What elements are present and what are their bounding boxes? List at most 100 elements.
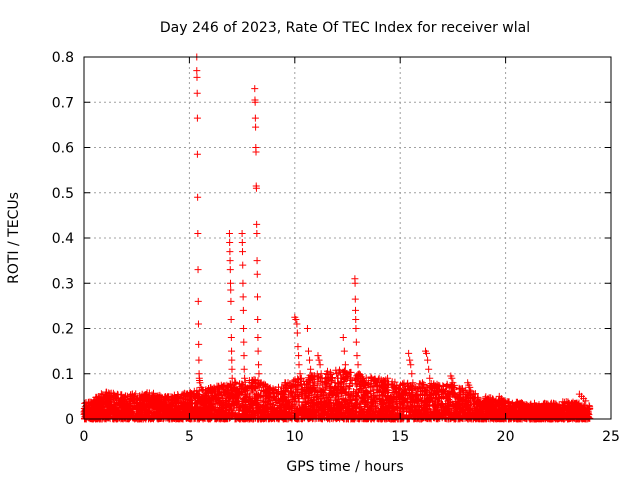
data-point — [466, 383, 474, 391]
data-point — [294, 343, 302, 351]
data-point — [317, 370, 325, 378]
data-point — [295, 361, 303, 369]
data-point — [342, 370, 350, 378]
data-point — [351, 279, 359, 287]
y-tick-label: 0.7 — [52, 95, 74, 111]
data-point — [450, 383, 458, 391]
x-axis-label: GPS time / hours — [286, 459, 403, 475]
data-point — [240, 325, 248, 332]
data-point — [314, 352, 322, 360]
data-point — [251, 114, 259, 122]
data-point — [352, 325, 360, 332]
x-tick-label: 15 — [391, 429, 409, 445]
data-point — [423, 349, 431, 357]
data-point — [339, 334, 347, 342]
data-point — [252, 184, 260, 192]
data-point — [297, 374, 305, 382]
data-point — [252, 148, 260, 156]
data-point — [341, 361, 349, 369]
data-point — [251, 85, 259, 93]
data-point — [255, 361, 263, 369]
data-point — [193, 89, 201, 97]
data-point — [426, 374, 434, 382]
data-point — [254, 315, 262, 323]
data-point — [407, 361, 415, 369]
data-point — [303, 325, 311, 332]
data-point — [198, 386, 206, 394]
data-point — [384, 374, 392, 382]
data-point — [226, 248, 234, 256]
x-tick-label: 0 — [80, 429, 89, 445]
data-point — [315, 356, 323, 364]
data-point — [449, 379, 457, 387]
data-point — [254, 347, 262, 355]
data-point — [227, 297, 235, 305]
data-point — [196, 379, 204, 387]
y-tick-label: 0 — [65, 412, 74, 428]
dense-markers — [80, 366, 594, 423]
data-point — [227, 334, 235, 342]
y-axis-label: ROTI / TECUs — [6, 192, 22, 284]
data-point — [425, 365, 433, 373]
data-point — [240, 365, 248, 373]
data-point — [193, 114, 201, 122]
data-point — [358, 379, 366, 387]
data-point — [254, 334, 262, 342]
y-tick-label: 0.2 — [52, 322, 74, 338]
y-tick-label: 0.8 — [52, 50, 74, 66]
data-points — [193, 53, 590, 407]
data-point — [582, 397, 590, 405]
data-point — [228, 365, 236, 373]
data-point — [375, 374, 383, 382]
data-point — [502, 399, 510, 407]
data-point — [202, 399, 210, 407]
data-point — [193, 73, 201, 81]
data-point — [251, 98, 259, 106]
data-point — [225, 229, 233, 237]
data-point — [228, 374, 236, 382]
data-point — [405, 349, 413, 357]
data-point — [352, 306, 360, 314]
data-point — [256, 379, 264, 387]
y-tick-label: 0.1 — [52, 367, 74, 383]
data-point — [305, 347, 313, 355]
data-point — [227, 286, 235, 294]
y-tick-label: 0.4 — [52, 231, 74, 247]
data-point — [229, 383, 237, 391]
data-point — [238, 229, 246, 237]
data-point — [226, 257, 234, 265]
data-point — [252, 123, 260, 131]
data-point — [424, 356, 432, 364]
data-point — [448, 374, 456, 382]
data-point — [344, 374, 351, 382]
data-point — [226, 239, 234, 247]
data-point — [239, 261, 247, 269]
data-point — [194, 229, 202, 237]
data-point — [354, 361, 362, 369]
data-point — [352, 338, 360, 346]
data-point — [227, 279, 235, 287]
data-point — [406, 356, 414, 364]
data-point — [195, 340, 203, 348]
dense-marker-band — [80, 366, 594, 423]
data-point — [239, 293, 247, 301]
data-point — [316, 361, 324, 369]
data-point — [228, 347, 236, 355]
data-point — [306, 356, 314, 364]
data-point — [408, 370, 416, 378]
data-point — [253, 229, 261, 237]
data-point — [307, 365, 315, 373]
y-tick-label: 0.6 — [52, 141, 74, 157]
data-point — [295, 352, 303, 360]
data-point — [227, 315, 235, 323]
y-tick-label: 0.5 — [52, 186, 74, 202]
data-point — [352, 315, 360, 323]
data-point — [241, 374, 249, 382]
data-point — [356, 374, 364, 382]
data-point — [228, 356, 236, 364]
data-point — [195, 356, 203, 364]
data-point — [240, 338, 248, 346]
y-tick-label: 0.3 — [52, 276, 74, 292]
x-tick-label: 20 — [497, 429, 515, 445]
